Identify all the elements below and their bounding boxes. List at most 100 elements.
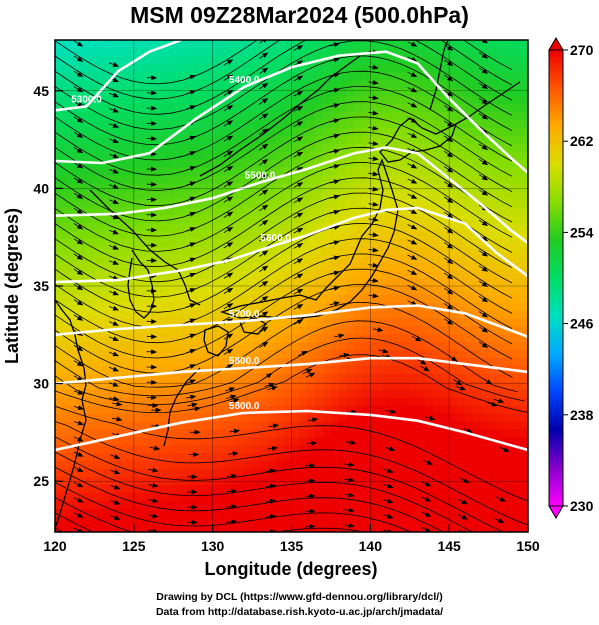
field-cell xyxy=(472,278,482,287)
field-cell xyxy=(354,135,364,144)
field-cell xyxy=(323,293,332,303)
field-cell xyxy=(252,270,261,279)
field-cell xyxy=(165,127,174,136)
field-cell xyxy=(173,111,182,120)
field-cell xyxy=(370,87,379,97)
wind-arrow xyxy=(463,428,474,434)
field-cell xyxy=(464,500,474,509)
field-cell xyxy=(102,452,111,462)
field-cell xyxy=(141,460,151,470)
wind-arrow xyxy=(334,333,345,339)
field-cell xyxy=(323,246,332,255)
field-cell xyxy=(338,428,348,438)
field-cell xyxy=(307,119,316,128)
field-cell xyxy=(275,270,285,279)
field-cell xyxy=(236,381,245,390)
wind-arrow xyxy=(293,121,304,127)
streamline xyxy=(55,40,513,100)
streamline xyxy=(55,116,513,207)
field-cell xyxy=(472,40,482,49)
field-cell xyxy=(228,47,237,57)
field-cell xyxy=(425,214,434,224)
field-cell xyxy=(441,95,450,104)
field-cell xyxy=(330,95,340,104)
field-cell xyxy=(133,357,143,366)
field-cell xyxy=(330,508,340,517)
field-cell xyxy=(110,420,119,430)
field-cell xyxy=(386,222,395,231)
field-cell xyxy=(228,246,237,255)
field-cell xyxy=(315,71,324,81)
field-cell xyxy=(520,381,528,390)
wind-arrow xyxy=(329,88,341,93)
field-cell xyxy=(62,63,72,73)
field-cell xyxy=(252,206,261,216)
field-cell xyxy=(386,436,395,446)
field-cell xyxy=(464,55,474,65)
field-cell xyxy=(252,103,261,112)
field-cell xyxy=(354,278,364,287)
field-cell xyxy=(464,278,474,287)
field-cell xyxy=(330,341,340,350)
field-cell xyxy=(181,405,190,414)
field-cell xyxy=(244,468,253,477)
wind-arrow xyxy=(478,97,489,105)
field-cell xyxy=(149,452,159,462)
field-cell xyxy=(472,436,482,446)
field-cell xyxy=(346,238,356,247)
field-cell xyxy=(378,405,387,414)
field-cell xyxy=(244,206,253,216)
field-cell xyxy=(260,405,269,414)
field-cell xyxy=(433,87,442,97)
field-cell xyxy=(252,349,261,358)
field-cell xyxy=(70,262,80,271)
field-cell xyxy=(480,333,490,343)
field-cell xyxy=(504,198,513,208)
field-cell xyxy=(283,468,293,477)
field-cell xyxy=(204,55,214,65)
field-cell xyxy=(275,357,285,366)
field-cell xyxy=(173,286,182,295)
field-cell xyxy=(472,317,482,327)
wind-arrow xyxy=(265,483,277,489)
field-cell xyxy=(86,476,95,485)
field-cell xyxy=(291,111,300,120)
field-cell xyxy=(299,516,308,525)
field-cell xyxy=(244,405,253,414)
field-cell xyxy=(236,135,245,144)
field-cell xyxy=(212,222,222,231)
field-cell xyxy=(441,246,450,255)
field-cell xyxy=(173,206,182,216)
field-cell xyxy=(401,206,411,216)
field-cell xyxy=(126,444,135,454)
field-cell xyxy=(133,389,143,398)
field-cell xyxy=(441,460,450,470)
field-cell xyxy=(244,278,253,287)
field-cell xyxy=(141,119,151,128)
field-cell xyxy=(181,127,190,136)
field-cell xyxy=(330,190,340,200)
field-cell xyxy=(126,286,135,295)
field-cell xyxy=(425,444,434,454)
field-cell xyxy=(291,309,300,319)
field-cell xyxy=(62,111,72,120)
field-cell xyxy=(291,444,300,454)
field-cell xyxy=(480,452,490,462)
field-cell xyxy=(488,405,498,414)
field-cell xyxy=(196,293,206,303)
field-cell xyxy=(441,103,450,112)
field-cell xyxy=(291,373,300,382)
field-cell xyxy=(212,468,222,477)
field-cell xyxy=(244,286,253,295)
field-cell xyxy=(354,174,364,184)
field-cell xyxy=(291,317,300,327)
field-cell xyxy=(78,63,88,73)
field-cell xyxy=(464,270,474,279)
field-cell xyxy=(236,119,245,128)
field-cell xyxy=(78,476,88,485)
wind-arrow xyxy=(293,45,304,51)
field-cell xyxy=(252,278,261,287)
colorbar-tick-label: 262 xyxy=(570,133,594,149)
field-cell xyxy=(441,333,450,343)
field-cell xyxy=(244,436,253,446)
